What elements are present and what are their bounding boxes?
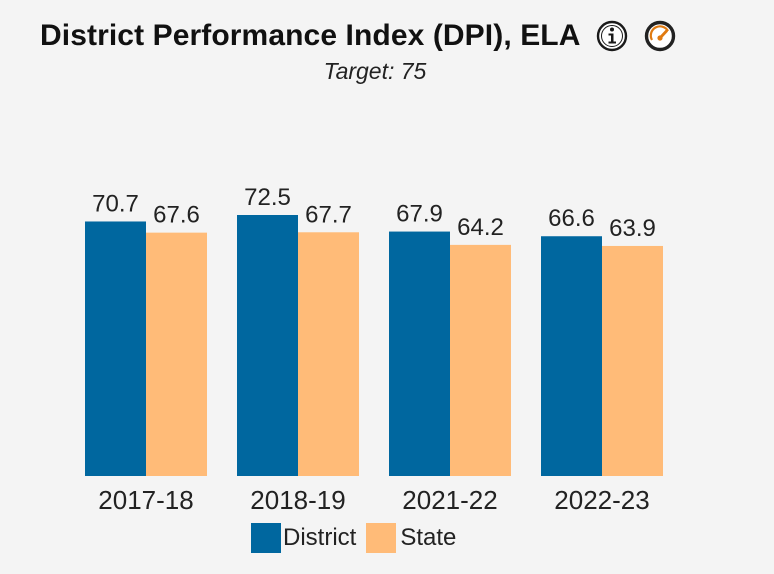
bar-district-2017-18[interactable] bbox=[85, 221, 146, 476]
x-tick-label-2017-18: 2017-18 bbox=[98, 485, 193, 515]
bar-state-2018-19[interactable] bbox=[298, 232, 359, 476]
bar-district-2018-19[interactable] bbox=[237, 215, 298, 476]
title-row: District Performance Index (DPI), ELA bbox=[40, 16, 677, 56]
bar-state-2017-18[interactable] bbox=[146, 232, 207, 476]
chart-subtitle: Target: 75 bbox=[323, 58, 427, 84]
gauge-icon[interactable] bbox=[643, 19, 677, 53]
data-label-district-2022-23: 66.6 bbox=[548, 205, 595, 232]
x-tick-label-2018-19: 2018-19 bbox=[250, 485, 345, 515]
bar-district-2021-22[interactable] bbox=[389, 231, 450, 476]
bar-state-2021-22[interactable] bbox=[450, 244, 511, 476]
data-label-district-2021-22: 67.9 bbox=[396, 201, 443, 228]
data-label-district-2018-19: 72.5 bbox=[244, 184, 291, 211]
legend-label-state: State bbox=[400, 524, 457, 551]
legend-item-state[interactable]: State bbox=[366, 523, 456, 553]
x-tick-label-2022-23: 2022-23 bbox=[554, 485, 649, 515]
info-icon[interactable] bbox=[595, 19, 629, 53]
bar-district-2022-23[interactable] bbox=[541, 236, 602, 476]
data-label-state-2022-23: 63.9 bbox=[609, 215, 656, 242]
chart-title: District Performance Index (DPI), ELA bbox=[40, 19, 581, 52]
legend-swatch-district bbox=[251, 523, 281, 553]
data-label-state-2021-22: 64.2 bbox=[457, 214, 504, 241]
chart-legend: District State bbox=[251, 522, 460, 554]
legend-label-district: District bbox=[283, 524, 357, 551]
x-tick-label-2021-22: 2021-22 bbox=[402, 485, 497, 515]
bar-state-2022-23[interactable] bbox=[602, 245, 663, 476]
data-label-district-2017-18: 70.7 bbox=[92, 190, 139, 217]
data-label-state-2017-18: 67.6 bbox=[153, 202, 200, 229]
data-label-state-2018-19: 67.7 bbox=[305, 201, 352, 228]
legend-item-district[interactable]: District bbox=[251, 523, 356, 553]
legend-swatch-state bbox=[366, 523, 397, 553]
